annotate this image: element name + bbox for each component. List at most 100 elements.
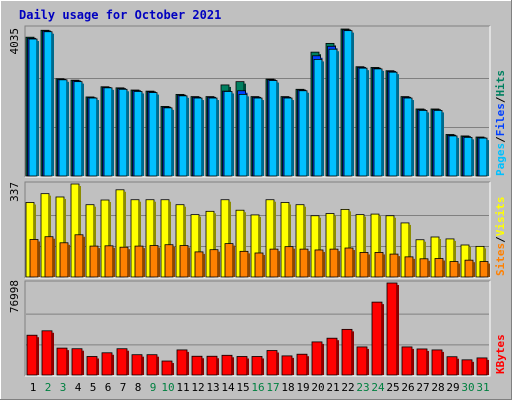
x-label-day-26: 26	[401, 381, 414, 394]
pages-bar	[388, 71, 399, 177]
kbytes-bar	[401, 346, 414, 376]
sites-bar	[149, 245, 160, 278]
x-label-day-1: 1	[30, 381, 37, 394]
legend-hits: Hits	[494, 70, 507, 97]
pages-bar	[313, 59, 324, 177]
day-group-28	[430, 108, 444, 177]
sites-bar	[89, 245, 100, 278]
legend-pages: Pages	[494, 143, 507, 176]
day-visits-group-8	[130, 199, 145, 278]
pages-bar	[448, 135, 459, 177]
pages-bar	[208, 97, 219, 177]
pages-bar	[358, 67, 369, 177]
sites-bar	[194, 251, 205, 278]
day-visits-group-13	[205, 210, 220, 278]
x-label-day-5: 5	[90, 381, 97, 394]
x-label-day-20: 20	[311, 381, 324, 394]
x-label-day-15: 15	[236, 381, 249, 394]
pages-bar	[58, 79, 69, 177]
kbytes-bar	[296, 353, 309, 376]
kbytes-bar	[236, 356, 249, 376]
day-group-27	[415, 108, 429, 177]
pages-bar	[238, 93, 249, 177]
day-group-30	[460, 135, 474, 177]
x-label-day-18: 18	[281, 381, 294, 394]
day-group-1	[25, 36, 39, 177]
kbytes-bar	[131, 354, 144, 376]
day-group-26	[400, 96, 414, 177]
day-visits-group-31	[475, 245, 490, 278]
pages-bar	[403, 97, 414, 177]
day-visits-group-14	[220, 199, 235, 278]
x-label-day-13: 13	[206, 381, 219, 394]
day-visits-group-6	[100, 199, 115, 278]
pages-bar	[178, 95, 189, 177]
kbytes-bar	[221, 354, 234, 376]
day-group-2	[40, 29, 54, 177]
pages-bar	[103, 87, 114, 177]
day-group-15	[235, 81, 249, 177]
day-visits-group-17	[265, 199, 280, 278]
pages-bar	[343, 30, 354, 177]
pages-bar	[283, 97, 294, 177]
kbytes-bar	[281, 355, 294, 376]
day-group-5	[85, 96, 99, 177]
sites-bar	[359, 252, 370, 278]
pages-bar	[253, 97, 264, 177]
sites-bar	[419, 258, 430, 278]
sites-bar	[284, 246, 295, 278]
kbytes-bar	[431, 349, 444, 376]
sites-bar	[434, 258, 445, 278]
sites-bar	[59, 242, 70, 278]
svg-text:Pages/Files/Hits: Pages/Files/Hits	[494, 70, 507, 176]
pages-bar	[43, 31, 54, 177]
x-label-day-12: 12	[191, 381, 204, 394]
legend-visits: Visits	[494, 197, 507, 237]
x-label-day-10: 10	[161, 381, 174, 394]
day-visits-group-10	[160, 199, 175, 278]
x-label-day-22: 22	[341, 381, 354, 394]
pages-bar	[268, 80, 279, 177]
legend-sites: Sites	[494, 243, 507, 276]
day-group-24	[370, 67, 384, 177]
day-visits-group-15	[235, 209, 250, 278]
kbytes-bar	[371, 301, 384, 376]
kbytes-bar	[446, 356, 459, 376]
day-group-22	[340, 28, 354, 177]
pages-bar	[118, 88, 129, 177]
day-visits-group-2	[40, 193, 55, 278]
x-label-day-25: 25	[386, 381, 399, 394]
day-visits-group-11	[175, 204, 190, 278]
pages-bar	[418, 110, 429, 177]
kbytes-bar	[41, 330, 54, 376]
day-visits-group-7	[115, 189, 130, 278]
sites-bar	[209, 249, 220, 278]
visits-max-label: 337	[8, 182, 21, 202]
x-label-day-8: 8	[135, 381, 142, 394]
legend-hits-panel: Pages/Files/Hits	[494, 70, 507, 176]
day-group-6	[100, 86, 114, 177]
day-group-3	[55, 78, 69, 177]
day-group-14	[220, 84, 234, 177]
sites-bar	[314, 249, 325, 278]
day-group-4	[70, 79, 84, 177]
x-label-day-27: 27	[416, 381, 429, 394]
kbytes-bar	[176, 349, 189, 376]
day-visits-group-16	[250, 214, 265, 278]
kbytes-bar	[356, 346, 369, 376]
day-group-29	[445, 134, 459, 177]
x-label-day-7: 7	[120, 381, 127, 394]
day-visits-group-5	[85, 204, 100, 278]
x-label-day-29: 29	[446, 381, 459, 394]
day-visits-group-1	[25, 202, 40, 278]
x-label-day-30: 30	[461, 381, 474, 394]
sites-bar	[119, 246, 130, 278]
sites-bar	[329, 248, 340, 278]
kbytes-bar	[161, 360, 174, 376]
day-visits-group-3	[55, 196, 70, 278]
x-label-day-9: 9	[150, 381, 157, 394]
pages-bar	[193, 97, 204, 177]
day-visits-group-30	[460, 244, 475, 278]
day-group-20	[310, 51, 324, 177]
kbytes-bar	[86, 356, 99, 376]
